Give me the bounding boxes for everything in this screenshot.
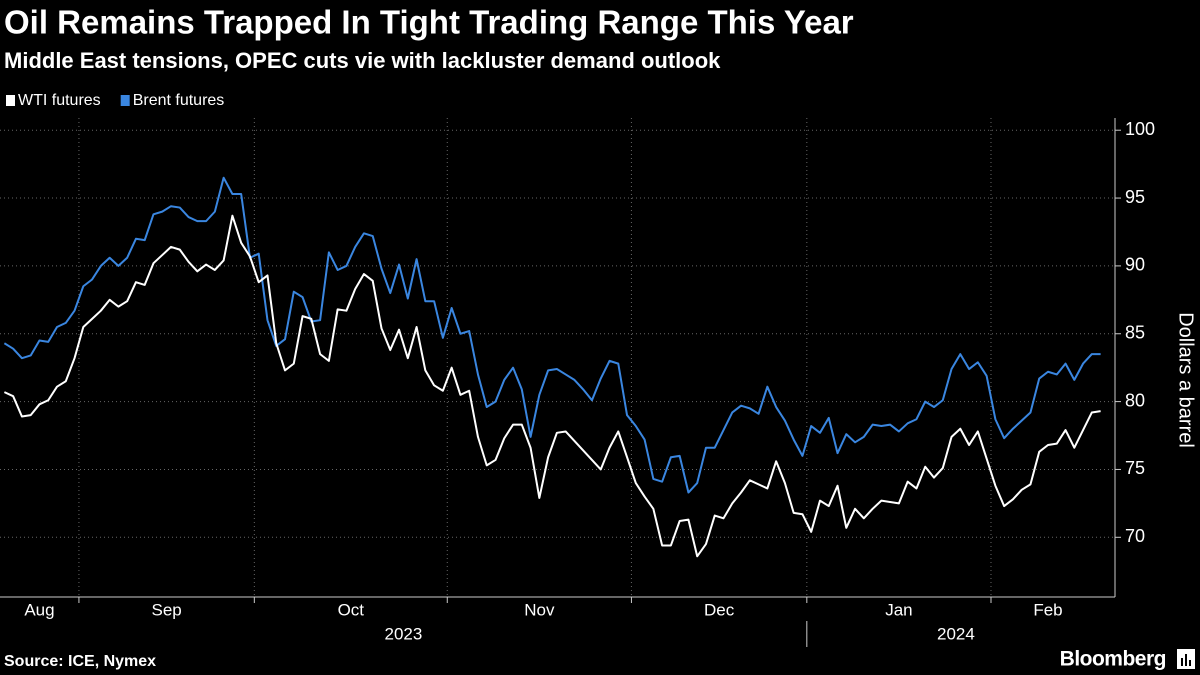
y-tick-label: 85	[1125, 323, 1145, 343]
y-tick-label: 80	[1125, 390, 1145, 410]
source: Source: ICE, Nymex	[4, 653, 156, 670]
legend-label: WTI futures	[18, 92, 101, 109]
chart-title: Oil Remains Trapped In Tight Trading Ran…	[4, 4, 854, 41]
y-tick-label: 70	[1125, 526, 1145, 546]
x-tick-label: Oct	[338, 600, 365, 619]
chart-subtitle: Middle East tensions, OPEC cuts vie with…	[4, 48, 721, 73]
y-tick-label: 100	[1125, 119, 1155, 139]
x-tick-label: Aug	[24, 600, 54, 619]
y-tick-label: 95	[1125, 187, 1145, 207]
year-label: 2024	[937, 624, 975, 643]
x-tick-label: Nov	[524, 600, 555, 619]
x-tick-label: Sep	[152, 600, 182, 619]
brand-icon	[1177, 649, 1195, 669]
x-tick-label: Feb	[1033, 600, 1062, 619]
y-tick-label: 90	[1125, 255, 1145, 275]
y-tick-label: 75	[1125, 458, 1145, 478]
legend-label: Brent futures	[133, 92, 225, 109]
series-line	[3, 176, 1101, 494]
brand: Bloomberg	[1060, 648, 1166, 671]
x-tick-label: Jan	[885, 600, 912, 619]
series-line	[3, 214, 1101, 558]
legend-swatch	[120, 95, 130, 106]
legend-swatch	[6, 95, 15, 106]
year-label: 2023	[384, 624, 422, 643]
x-tick-label: Dec	[704, 600, 735, 619]
y-axis-label: Dollars a barrel	[1175, 312, 1197, 448]
